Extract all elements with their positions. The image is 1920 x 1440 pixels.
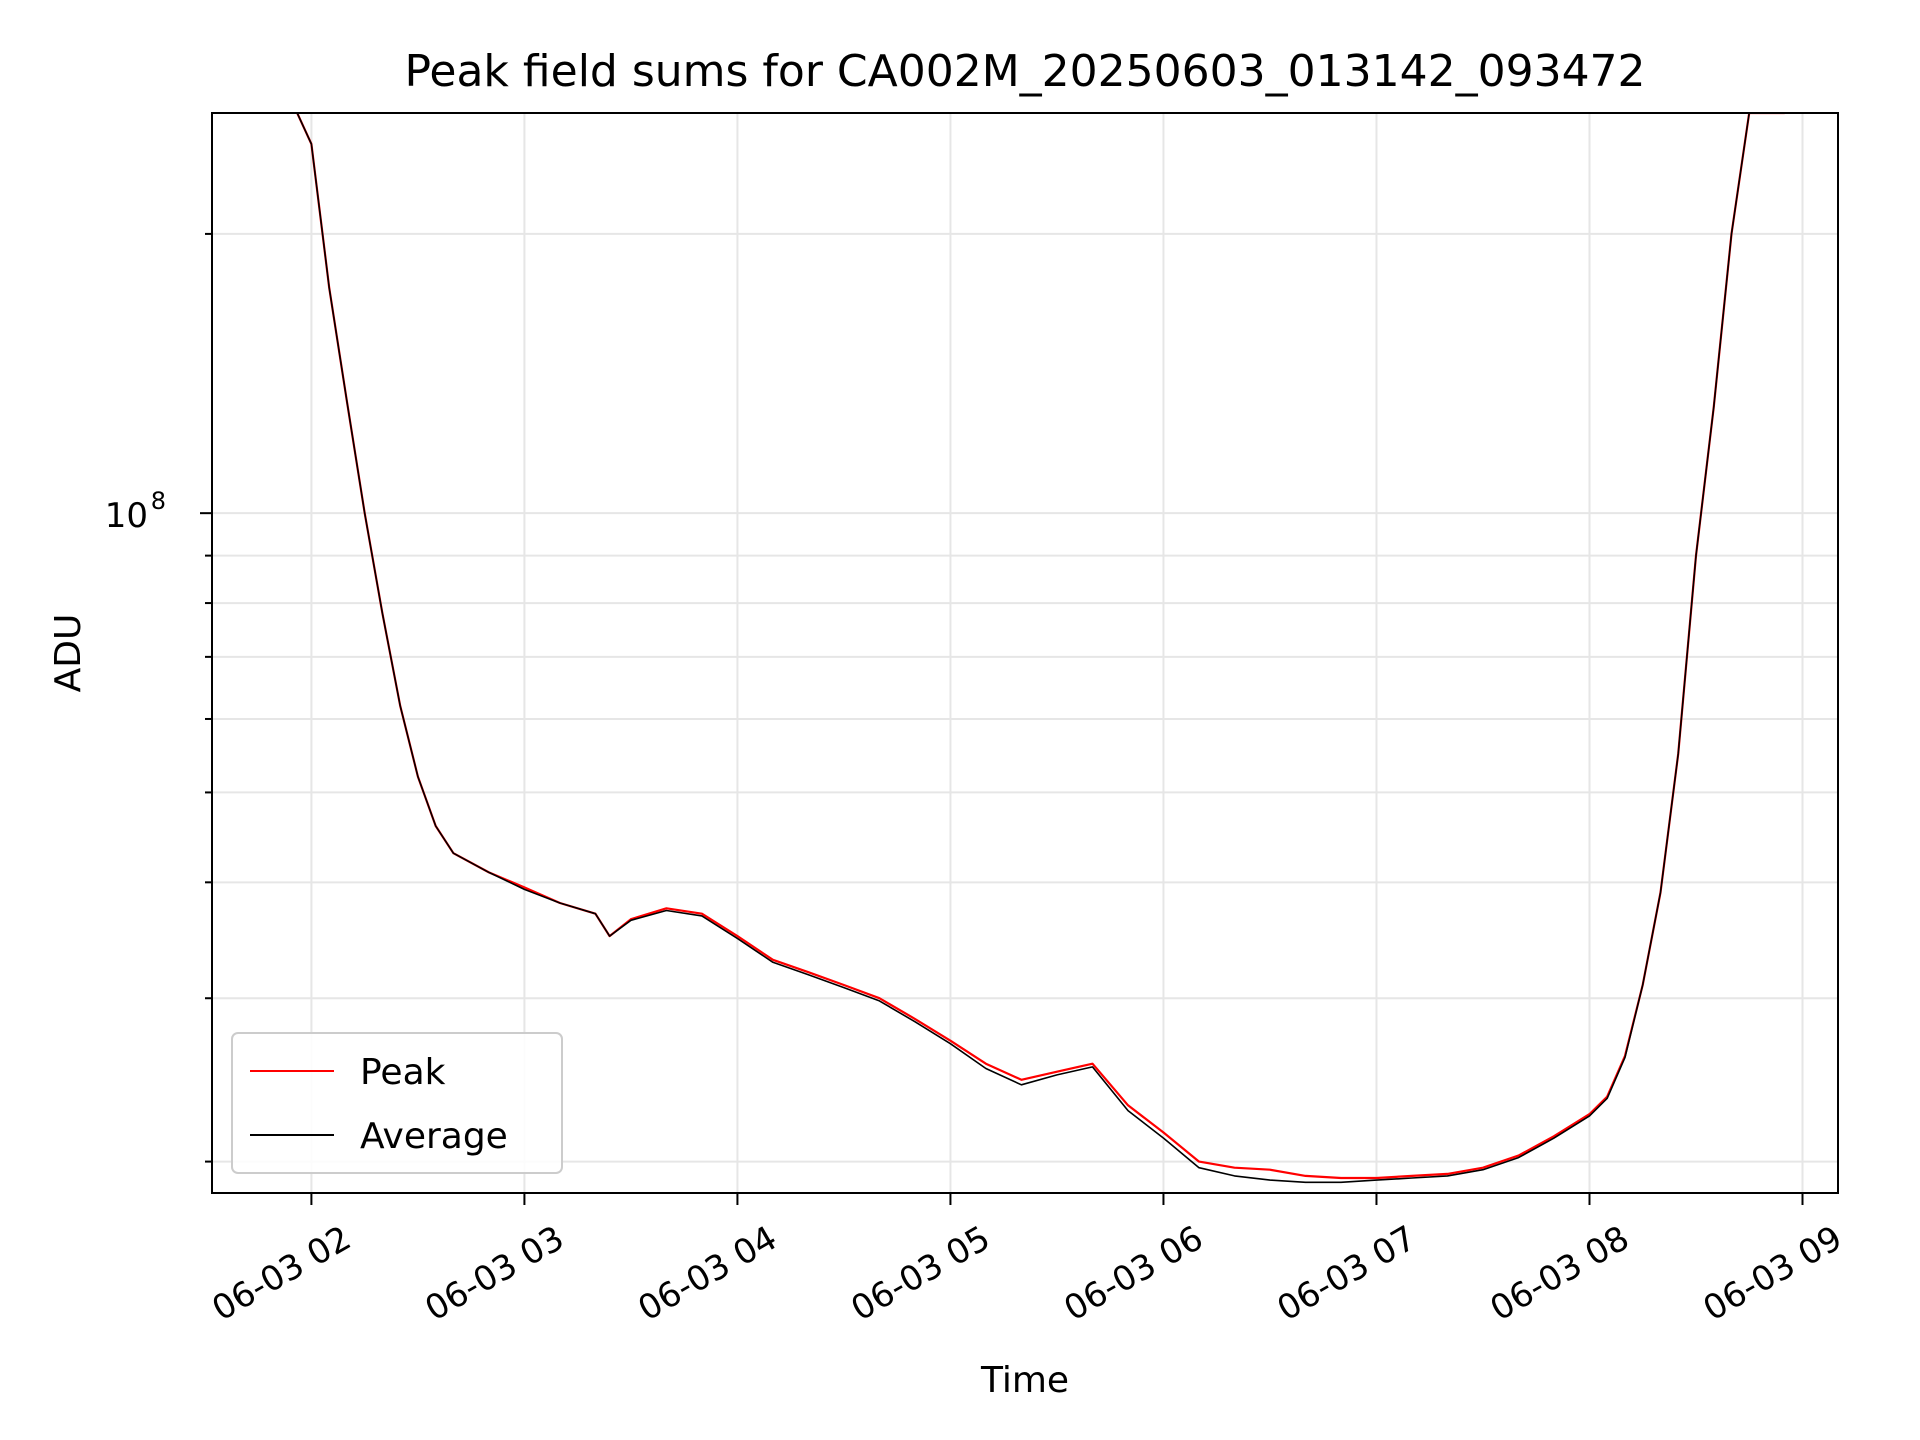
y-axis: 10 8 — [105, 232, 212, 1163]
x-axis-label: Time — [980, 1360, 1069, 1401]
plot-frame — [211, 112, 1839, 1194]
legend-label: Peak — [360, 1052, 446, 1093]
legend: Peak Average — [231, 1032, 563, 1174]
y-tick-label: 10 — [105, 496, 148, 536]
series-line-average — [296, 113, 1785, 1184]
legend-box — [231, 1032, 563, 1174]
grid — [212, 113, 1838, 1193]
y-tick-exponent: 8 — [151, 487, 166, 515]
legend-label: Average — [360, 1116, 508, 1157]
chart-title: Peak field sums for CA002M_20250603_0131… — [404, 46, 1645, 97]
y-axis-label: ADU — [48, 614, 89, 693]
series-group — [296, 113, 1785, 1184]
